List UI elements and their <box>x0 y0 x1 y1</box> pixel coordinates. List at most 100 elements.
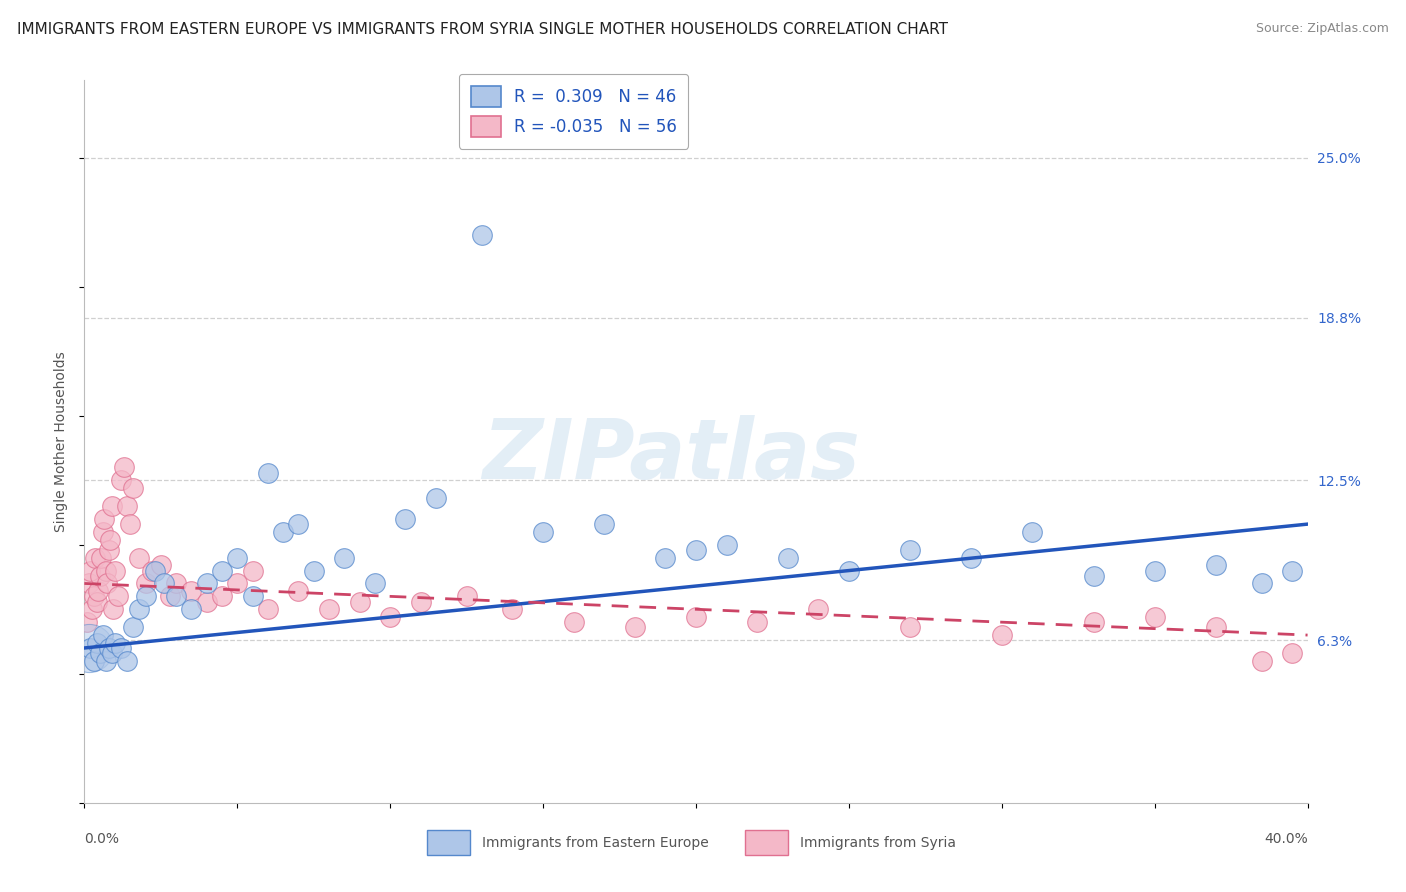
Point <box>1205 558 1227 573</box>
Point <box>141 564 163 578</box>
Point <box>159 590 181 604</box>
Point <box>257 466 280 480</box>
Point <box>349 594 371 608</box>
Point <box>257 602 280 616</box>
Point <box>211 590 233 604</box>
Point <box>531 524 554 539</box>
Point <box>90 550 112 565</box>
Point <box>287 517 309 532</box>
Point <box>394 512 416 526</box>
Point <box>562 615 585 630</box>
Point <box>89 646 111 660</box>
Point <box>110 473 132 487</box>
Point <box>96 576 118 591</box>
Point <box>1205 620 1227 634</box>
Point <box>165 590 187 604</box>
Point <box>104 564 127 578</box>
Point <box>502 602 524 616</box>
Point <box>1281 646 1303 660</box>
Point <box>84 550 107 565</box>
Point <box>101 646 124 660</box>
Point <box>1250 654 1272 668</box>
Point <box>242 564 264 578</box>
Point <box>122 481 145 495</box>
Text: 0.0%: 0.0% <box>84 831 120 846</box>
Point <box>135 590 157 604</box>
Point <box>103 602 125 616</box>
Point <box>101 499 124 513</box>
Point <box>79 640 101 655</box>
Point <box>77 576 100 591</box>
Point <box>1143 564 1166 578</box>
Point <box>685 542 707 557</box>
Point <box>1083 568 1105 582</box>
Point <box>89 568 111 582</box>
Point <box>1083 615 1105 630</box>
Point <box>165 576 187 591</box>
Point <box>1143 610 1166 624</box>
Text: 40.0%: 40.0% <box>1264 831 1308 846</box>
Point <box>471 228 494 243</box>
Point <box>302 564 325 578</box>
Point <box>94 564 117 578</box>
Point <box>128 550 150 565</box>
Text: Immigrants from Eastern Europe: Immigrants from Eastern Europe <box>482 836 709 849</box>
Point <box>1281 564 1303 578</box>
Point <box>80 602 103 616</box>
Point <box>776 550 799 565</box>
Point <box>79 564 101 578</box>
Point <box>93 512 115 526</box>
Point <box>120 517 142 532</box>
Point <box>898 620 921 634</box>
Point <box>153 576 176 591</box>
Point <box>318 602 340 616</box>
Point <box>122 620 145 634</box>
Point <box>287 584 309 599</box>
Point <box>333 550 356 565</box>
Y-axis label: Single Mother Households: Single Mother Households <box>55 351 69 532</box>
Point <box>654 550 676 565</box>
Point <box>143 564 166 578</box>
Point <box>1250 576 1272 591</box>
Text: ZIPatlas: ZIPatlas <box>482 416 860 497</box>
Point <box>83 654 105 668</box>
Point <box>242 590 264 604</box>
Point <box>180 602 202 616</box>
Point <box>747 615 769 630</box>
Point <box>226 576 249 591</box>
Point <box>149 558 172 573</box>
Point <box>83 590 105 604</box>
Point <box>110 640 132 655</box>
Point <box>86 594 108 608</box>
Point <box>364 576 387 591</box>
Text: IMMIGRANTS FROM EASTERN EUROPE VS IMMIGRANTS FROM SYRIA SINGLE MOTHER HOUSEHOLDS: IMMIGRANTS FROM EASTERN EUROPE VS IMMIGR… <box>17 22 948 37</box>
Point <box>76 615 98 630</box>
Point <box>409 594 432 608</box>
Point <box>425 491 447 506</box>
Point <box>211 564 233 578</box>
Point <box>898 542 921 557</box>
Point <box>991 628 1014 642</box>
Point <box>91 628 114 642</box>
FancyBboxPatch shape <box>427 830 470 855</box>
Point <box>593 517 616 532</box>
Point <box>94 654 117 668</box>
Point <box>180 584 202 599</box>
FancyBboxPatch shape <box>745 830 787 855</box>
Text: Immigrants from Syria: Immigrants from Syria <box>800 836 956 849</box>
Point <box>107 590 129 604</box>
Point <box>195 576 218 591</box>
Point <box>115 654 138 668</box>
Point <box>1021 524 1043 539</box>
Legend: R =  0.309   N = 46, R = -0.035   N = 56: R = 0.309 N = 46, R = -0.035 N = 56 <box>458 74 689 149</box>
Point <box>112 460 135 475</box>
Point <box>624 620 647 634</box>
Point <box>716 538 738 552</box>
Point <box>98 533 121 547</box>
Point <box>960 550 983 565</box>
Point <box>380 610 402 624</box>
Point <box>77 640 100 655</box>
Point <box>685 610 707 624</box>
Point <box>838 564 860 578</box>
Point <box>87 584 110 599</box>
